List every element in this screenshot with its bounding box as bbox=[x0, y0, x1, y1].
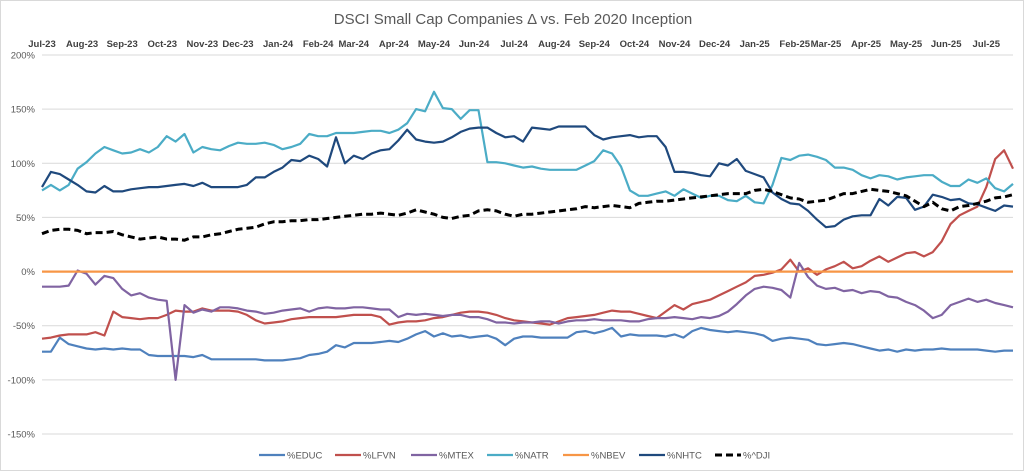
x-tick-label: Oct-24 bbox=[620, 39, 650, 50]
series-line-mtex bbox=[42, 261, 1014, 381]
gridlines bbox=[42, 54, 1013, 435]
y-tick-label: -150% bbox=[8, 430, 36, 441]
x-tick-label: Jan-24 bbox=[263, 39, 294, 50]
x-tick-label: Jun-25 bbox=[931, 39, 962, 50]
x-tick-label: Nov-23 bbox=[187, 39, 219, 50]
legend: %EDUC %LFVN %MTEX %NATR %NBEV %NHTC %^DJI bbox=[259, 451, 770, 462]
series-line-lfvn bbox=[41, 149, 1014, 340]
x-tick-label: Jul-24 bbox=[500, 39, 528, 50]
y-tick-label: 0% bbox=[21, 267, 35, 278]
series-line-nhtc bbox=[41, 125, 1014, 229]
legend-label: %EDUC bbox=[287, 451, 323, 462]
legend-item: %LFVN bbox=[335, 451, 396, 462]
x-tick-label: Feb-24 bbox=[303, 39, 334, 50]
legend-label: %MTEX bbox=[439, 451, 475, 462]
y-tick-label: -100% bbox=[8, 375, 36, 386]
legend-label: %NBEV bbox=[591, 451, 626, 462]
x-tick-label: Mar-24 bbox=[338, 39, 369, 50]
legend-label: %NATR bbox=[515, 451, 549, 462]
series-line-educ bbox=[42, 326, 1013, 362]
legend-item: %MTEX bbox=[411, 451, 475, 462]
legend-label: %LFVN bbox=[363, 451, 396, 462]
y-tick-label: 100% bbox=[11, 159, 36, 170]
x-tick-label: Aug-24 bbox=[538, 39, 571, 50]
y-tick-label: 50% bbox=[16, 213, 36, 224]
legend-item: %EDUC bbox=[259, 451, 323, 462]
legend-label: %NHTC bbox=[667, 451, 702, 462]
legend-item: %NHTC bbox=[639, 451, 702, 462]
x-tick-label: Jul-23 bbox=[28, 39, 55, 50]
legend-label: %^DJI bbox=[743, 451, 770, 462]
x-tick-label: Mar-25 bbox=[811, 39, 842, 50]
x-axis-ticks: Jul-23 Aug-23 Sep-23 Oct-23 Nov-23 Dec-23 Jan-… bbox=[28, 39, 1000, 50]
y-tick-label: 200% bbox=[11, 51, 36, 62]
series-lines bbox=[41, 90, 1014, 381]
x-tick-label: May-25 bbox=[890, 39, 923, 50]
x-tick-label: Sep-23 bbox=[107, 39, 138, 50]
series-line-natr bbox=[41, 90, 1014, 205]
x-tick-label: Dec-24 bbox=[699, 39, 731, 50]
chart-title: DSCI Small Cap Companies Δ vs. Feb 2020 … bbox=[334, 11, 693, 28]
x-tick-label: Sep-24 bbox=[579, 39, 611, 50]
x-tick-label: Apr-24 bbox=[379, 39, 410, 50]
x-tick-label: Oct-23 bbox=[147, 39, 177, 50]
x-tick-label: Jul-25 bbox=[973, 39, 1001, 50]
legend-item: %NATR bbox=[487, 451, 549, 462]
legend-item: %^DJI bbox=[715, 451, 770, 462]
y-tick-label: 150% bbox=[11, 105, 36, 116]
x-tick-label: Nov-24 bbox=[659, 39, 691, 50]
legend-item: %NBEV bbox=[563, 451, 626, 462]
x-tick-label: Jun-24 bbox=[459, 39, 490, 50]
x-tick-label: Jan-25 bbox=[740, 39, 771, 50]
x-tick-label: Dec-23 bbox=[222, 39, 253, 50]
y-axis-ticks: 200% 150% 100% 50% 0% -50% -100% -150% bbox=[8, 51, 36, 441]
x-tick-label: May-24 bbox=[418, 39, 451, 50]
series-line-dji bbox=[41, 187, 1014, 242]
x-tick-label: Feb-25 bbox=[779, 39, 810, 50]
x-tick-label: Apr-25 bbox=[851, 39, 882, 50]
x-tick-label: Aug-23 bbox=[66, 39, 98, 50]
y-tick-label: -50% bbox=[13, 321, 36, 332]
